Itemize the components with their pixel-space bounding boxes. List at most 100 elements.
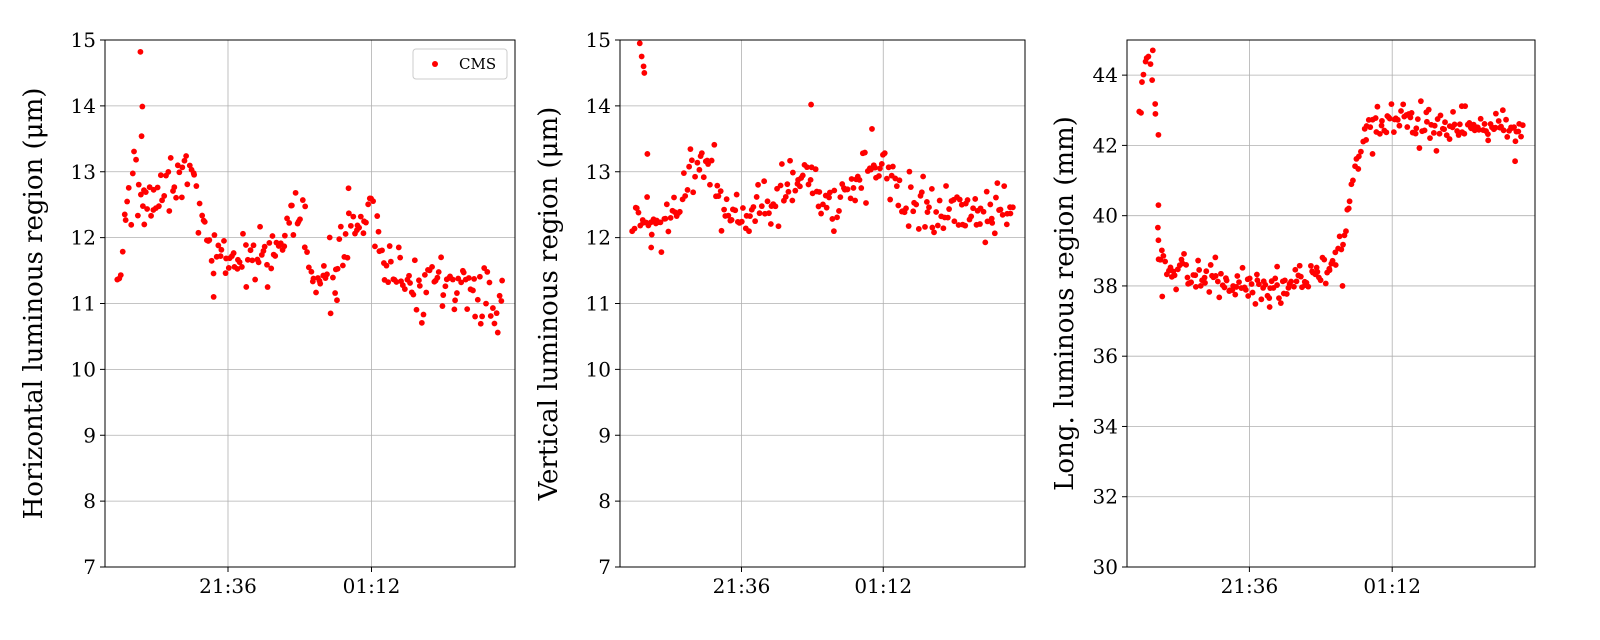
data-point <box>327 310 334 317</box>
data-point <box>339 262 346 269</box>
data-point <box>893 183 900 190</box>
data-point <box>1345 205 1352 212</box>
y-tick-label: 34 <box>1093 414 1118 438</box>
data-point <box>166 208 173 214</box>
data-point <box>1475 126 1482 133</box>
data-point <box>208 257 215 264</box>
data-point <box>717 188 724 195</box>
data-point <box>452 297 458 304</box>
data-point <box>1192 283 1199 290</box>
grid <box>105 39 515 568</box>
data-point <box>922 224 928 230</box>
data-point <box>1162 258 1169 265</box>
data-point <box>847 195 854 202</box>
data-point <box>161 193 168 199</box>
data-point <box>1003 221 1010 228</box>
data-point <box>715 193 722 199</box>
data-point <box>191 171 198 178</box>
data-point <box>201 218 208 225</box>
y-tick-label: 11 <box>586 292 611 316</box>
data-point <box>423 289 430 296</box>
data-point <box>1277 300 1284 306</box>
data-point <box>210 294 217 300</box>
data-point <box>1246 275 1253 282</box>
data-point <box>1154 224 1161 231</box>
data-point <box>393 279 400 285</box>
data-point <box>1159 293 1166 300</box>
data-point <box>761 178 768 185</box>
data-point <box>337 223 344 230</box>
data-point <box>1292 266 1299 273</box>
data-point <box>1383 129 1390 136</box>
data-point <box>1378 122 1385 129</box>
data-point <box>486 279 493 286</box>
data-point <box>496 292 503 299</box>
data-point <box>1248 281 1255 287</box>
data-point <box>1296 262 1303 269</box>
data-point <box>1201 274 1208 281</box>
data-point <box>775 223 782 230</box>
data-point <box>464 306 471 313</box>
data-point <box>1398 108 1404 114</box>
data-point <box>750 204 757 210</box>
x-ticks: 21:36 01:12 <box>199 567 400 598</box>
data-point <box>1519 122 1526 129</box>
data-point <box>1262 281 1269 288</box>
data-point <box>264 284 271 290</box>
data-point <box>905 223 912 229</box>
data-point <box>206 237 213 243</box>
data-point <box>1407 114 1414 121</box>
data-point <box>877 165 883 172</box>
data-point <box>964 197 971 203</box>
data-point <box>471 276 478 282</box>
data-point <box>137 191 144 198</box>
data-point <box>983 188 990 195</box>
data-point <box>1218 270 1224 277</box>
data-point <box>1173 286 1180 293</box>
data-point <box>767 221 774 227</box>
data-point <box>334 265 341 272</box>
data-point <box>711 141 718 148</box>
data-point <box>1430 130 1437 136</box>
data-point <box>1147 61 1154 67</box>
data-point <box>357 213 364 220</box>
data-point <box>977 221 983 227</box>
data-point <box>989 220 996 226</box>
data-point <box>1233 284 1240 290</box>
data-point <box>167 154 174 161</box>
data-point <box>1249 289 1256 296</box>
data-point <box>872 164 878 171</box>
data-point <box>481 265 488 271</box>
data-point <box>1441 126 1448 133</box>
data-point <box>211 232 218 238</box>
data-point <box>290 232 297 238</box>
data-point <box>332 290 339 296</box>
data-point <box>1202 279 1208 286</box>
data-point <box>299 197 306 203</box>
data-point <box>225 265 232 271</box>
data-point <box>863 200 869 206</box>
data-point <box>934 222 941 229</box>
data-point <box>1184 274 1191 281</box>
legend-marker <box>432 61 438 67</box>
data-point <box>1252 301 1259 307</box>
data-point <box>129 170 136 177</box>
data-point <box>134 212 141 219</box>
data-point <box>1413 125 1420 132</box>
data-point <box>1396 122 1403 129</box>
data-point <box>266 240 273 246</box>
data-point <box>302 203 309 210</box>
data-point <box>903 205 909 212</box>
data-point <box>676 208 683 215</box>
data-point <box>159 197 165 204</box>
legend-box <box>412 48 508 80</box>
data-point <box>1425 106 1432 113</box>
data-point <box>1152 101 1159 107</box>
data-point <box>1314 268 1321 275</box>
data-point <box>183 153 190 159</box>
data-point <box>292 189 299 196</box>
y-axis-label: Vertical luminous region (μm) <box>534 107 564 502</box>
data-point <box>135 181 142 188</box>
data-point <box>1433 147 1440 154</box>
data-point <box>1305 283 1312 290</box>
